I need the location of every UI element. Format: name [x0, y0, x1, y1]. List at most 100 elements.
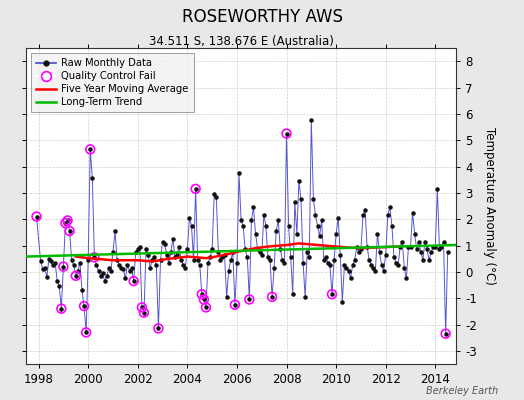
Point	[208, 246, 216, 253]
Point	[37, 258, 45, 264]
Point	[392, 260, 400, 266]
Point	[72, 272, 80, 279]
Point	[59, 263, 68, 270]
Point	[132, 249, 140, 255]
Point	[61, 220, 70, 226]
Point	[381, 252, 390, 258]
Point	[214, 249, 223, 255]
Point	[400, 265, 409, 271]
Point	[32, 213, 41, 220]
Point	[148, 257, 157, 263]
Point	[57, 306, 66, 312]
Point	[152, 262, 160, 268]
Point	[402, 275, 411, 282]
Point	[70, 262, 78, 268]
Point	[224, 267, 233, 274]
Point	[96, 272, 105, 279]
Point	[55, 283, 63, 290]
Point	[169, 236, 177, 242]
Point	[245, 296, 254, 303]
Point	[412, 246, 421, 253]
Point	[59, 263, 68, 270]
Point	[293, 230, 301, 237]
Point	[80, 303, 88, 309]
Point	[307, 117, 315, 124]
Point	[270, 265, 278, 271]
Point	[278, 257, 287, 263]
Point	[285, 222, 293, 229]
Point	[386, 204, 394, 210]
Point	[113, 257, 122, 263]
Point	[210, 191, 219, 197]
Point	[309, 196, 318, 203]
Point	[266, 257, 274, 263]
Point	[63, 217, 72, 224]
Point	[237, 217, 245, 224]
Point	[179, 262, 188, 268]
Point	[245, 296, 254, 303]
Point	[441, 330, 450, 337]
Point	[90, 254, 99, 260]
Point	[404, 244, 412, 250]
Point	[429, 244, 438, 250]
Point	[204, 260, 212, 266]
Point	[373, 230, 381, 237]
Point	[222, 294, 231, 300]
Point	[49, 262, 57, 268]
Point	[233, 260, 241, 266]
Point	[353, 244, 361, 250]
Point	[355, 249, 363, 255]
Point	[241, 246, 249, 253]
Point	[361, 207, 369, 213]
Point	[303, 249, 311, 255]
Point	[324, 260, 332, 266]
Point	[330, 257, 339, 263]
Point	[421, 238, 429, 245]
Point	[107, 267, 115, 274]
Point	[276, 246, 285, 253]
Point	[144, 252, 152, 258]
Point	[375, 249, 384, 255]
Point	[408, 209, 417, 216]
Point	[394, 262, 402, 268]
Point	[140, 310, 148, 316]
Point	[165, 260, 173, 266]
Point	[282, 130, 291, 137]
Point	[219, 254, 227, 260]
Point	[365, 257, 374, 263]
Point	[318, 217, 326, 224]
Point	[78, 287, 86, 294]
Point	[187, 222, 195, 229]
Point	[90, 254, 99, 260]
Point	[86, 146, 94, 152]
Point	[162, 252, 171, 258]
Point	[357, 246, 365, 253]
Point	[76, 260, 84, 266]
Point	[272, 228, 280, 234]
Point	[231, 302, 239, 308]
Point	[256, 249, 264, 255]
Point	[252, 230, 260, 237]
Point	[226, 257, 235, 263]
Point	[410, 230, 419, 237]
Point	[289, 291, 297, 298]
Point	[183, 246, 192, 253]
Point	[80, 303, 88, 309]
Point	[291, 199, 299, 205]
Point	[66, 228, 74, 234]
Point	[167, 249, 175, 255]
Point	[417, 249, 425, 255]
Point	[338, 299, 346, 305]
Point	[268, 294, 276, 300]
Text: ROSEWORTHY AWS: ROSEWORTHY AWS	[181, 8, 343, 26]
Point	[431, 244, 440, 250]
Point	[369, 265, 377, 271]
Point	[150, 254, 158, 260]
Point	[249, 204, 258, 210]
Point	[129, 278, 138, 284]
Point	[74, 267, 82, 274]
Point	[388, 222, 396, 229]
Point	[259, 212, 268, 218]
Point	[138, 304, 146, 310]
Point	[258, 252, 266, 258]
